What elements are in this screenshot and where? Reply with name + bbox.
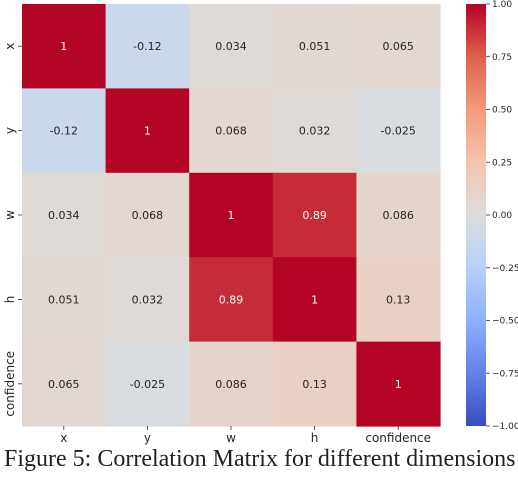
heatmap-cell — [356, 172, 441, 258]
heatmap-cell-label: 0.13 — [302, 378, 327, 391]
heatmap-cell — [189, 257, 274, 343]
heatmap-cell — [105, 257, 190, 343]
heatmap-cell — [22, 4, 107, 89]
heatmap-cell — [22, 341, 107, 427]
heatmap-cell-label: 0.034 — [48, 209, 80, 222]
y-axis-tick-labels: x y w h confidence — [3, 43, 22, 417]
colorbar-tick-labels: 1.00 0.75 0.50 0.25 0.00 −0.25 −0.50 −0.75 −1.00 — [486, 0, 518, 432]
x-tick-label: h — [311, 431, 319, 445]
heatmap-cell-label: 0.89 — [302, 209, 327, 222]
heatmap-cell-label: 0.065 — [48, 378, 80, 391]
heatmap-cell — [189, 172, 274, 258]
heatmap-cell — [22, 88, 107, 174]
heatmap-cell — [105, 4, 190, 89]
y-tick-label: y — [3, 127, 17, 134]
heatmap-cell — [22, 172, 107, 258]
heatmap-cell-label: -0.12 — [133, 40, 161, 53]
heatmap-cell — [272, 257, 357, 343]
y-tick-label: h — [3, 296, 17, 304]
heatmap-cell — [356, 88, 441, 174]
heatmap-cell — [356, 4, 441, 89]
heatmap-cell-label: 0.89 — [219, 293, 244, 306]
heatmap-cell-label: 1 — [228, 209, 235, 222]
colorbar-tick-label: −0.50 — [492, 317, 518, 327]
heatmap-cell-label: 0.034 — [215, 40, 247, 53]
figure-caption: Figure 5: Correlation Matrix for differe… — [4, 446, 516, 472]
heatmap-cell-label: 0.032 — [299, 125, 331, 138]
heatmap-cell — [22, 257, 107, 343]
colorbar-tick-label: 0.25 — [492, 158, 512, 168]
heatmap-cell-label: 1 — [311, 293, 318, 306]
colorbar — [466, 4, 486, 426]
x-tick-label: y — [144, 431, 151, 445]
heatmap-cell-label: -0.025 — [380, 125, 415, 138]
heatmap-cell-label: 0.086 — [382, 209, 414, 222]
heatmap-cell — [189, 88, 274, 174]
colorbar-tick-label: 1.00 — [492, 0, 512, 10]
colorbar-tick-label: 0.00 — [492, 211, 512, 221]
heatmap-cell-label: 0.051 — [48, 293, 80, 306]
y-tick-label: confidence — [3, 351, 17, 417]
heatmap-cell-label: 0.13 — [386, 293, 411, 306]
heatmap-cell — [272, 341, 357, 427]
colorbar-tick-label: −0.25 — [492, 264, 518, 274]
heatmap-cell-label: 0.086 — [215, 378, 247, 391]
heatmap-cell-label: 0.068 — [132, 209, 164, 222]
x-tick-label: confidence — [365, 431, 431, 445]
heatmap-cell-label: 1 — [60, 40, 67, 53]
heatmap-cell — [356, 257, 441, 343]
x-tick-label: w — [226, 431, 236, 445]
heatmap-cell-label: 0.051 — [299, 40, 331, 53]
x-tick-label: x — [60, 431, 67, 445]
colorbar-tick-label: −0.75 — [492, 369, 518, 379]
x-axis-tick-labels: x y w h confidence — [60, 426, 431, 445]
heatmap-cell-label: 1 — [144, 125, 151, 138]
heatmap-cell — [105, 172, 190, 258]
heatmap-cell — [105, 88, 190, 174]
heatmap-cell-label: -0.025 — [130, 378, 165, 391]
heatmap-cell — [356, 341, 441, 427]
heatmap-cell — [272, 88, 357, 174]
heatmap-cell-label: 1 — [395, 378, 402, 391]
heatmap-cell-label: -0.12 — [50, 125, 78, 138]
heatmap-cell — [272, 172, 357, 258]
heatmap-cell — [105, 341, 190, 427]
heatmap-cell-label: 0.068 — [215, 125, 247, 138]
heatmap-cell — [189, 341, 274, 427]
y-tick-label: w — [3, 210, 17, 220]
y-tick-label: x — [3, 43, 17, 50]
heatmap-cell-label: 0.032 — [132, 293, 164, 306]
heatmap-cell — [189, 4, 274, 89]
heatmap-cell-labels: 1 -0.12 0.034 0.051 0.065 -0.12 1 0.068 0.032 -0.… — [48, 40, 416, 391]
colorbar-tick-label: −1.00 — [492, 422, 518, 432]
heatmap-cell — [272, 4, 357, 89]
colorbar-tick-label: 0.50 — [492, 106, 512, 116]
heatmap-cell-label: 0.065 — [382, 40, 414, 53]
colorbar-tick-label: 0.75 — [492, 53, 512, 63]
heatmap-cells — [22, 4, 441, 427]
